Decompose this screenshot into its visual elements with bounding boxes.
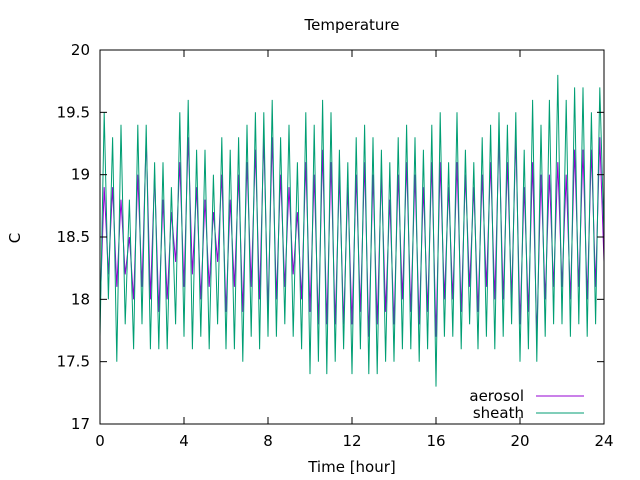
y-tick-label: 19 — [71, 166, 90, 184]
x-tick-label: 12 — [342, 432, 361, 450]
x-tick-label: 0 — [95, 432, 105, 450]
series-layer — [99, 74, 605, 387]
series-line-sheath — [99, 74, 605, 387]
series-line-aerosol — [99, 137, 605, 337]
x-tick-label: 4 — [179, 432, 189, 450]
x-axis-label: Time [hour] — [307, 458, 396, 476]
chart-title: Temperature — [303, 16, 399, 34]
y-tick-label: 17 — [71, 415, 90, 433]
y-axis-label: C — [6, 233, 24, 243]
x-tick-label: 8 — [263, 432, 273, 450]
y-tick-label: 18.5 — [57, 228, 90, 246]
y-tick-label: 20 — [71, 41, 90, 59]
ticks-layer: 0 4 8 12 16 20 24 17 17.5 18 18.5 19 19.5 20 — [57, 41, 614, 450]
x-tick-label: 20 — [510, 432, 529, 450]
y-tick-label: 18 — [71, 290, 90, 308]
x-tick-label: 16 — [426, 432, 445, 450]
y-tick-label: 19.5 — [57, 103, 90, 121]
y-tick-label: 17.5 — [57, 353, 90, 371]
legend-label-sheath: sheath — [473, 404, 524, 422]
x-tick-label: 24 — [594, 432, 613, 450]
legend-label-aerosol: aerosol — [469, 387, 524, 405]
plot-frame — [99, 49, 605, 425]
